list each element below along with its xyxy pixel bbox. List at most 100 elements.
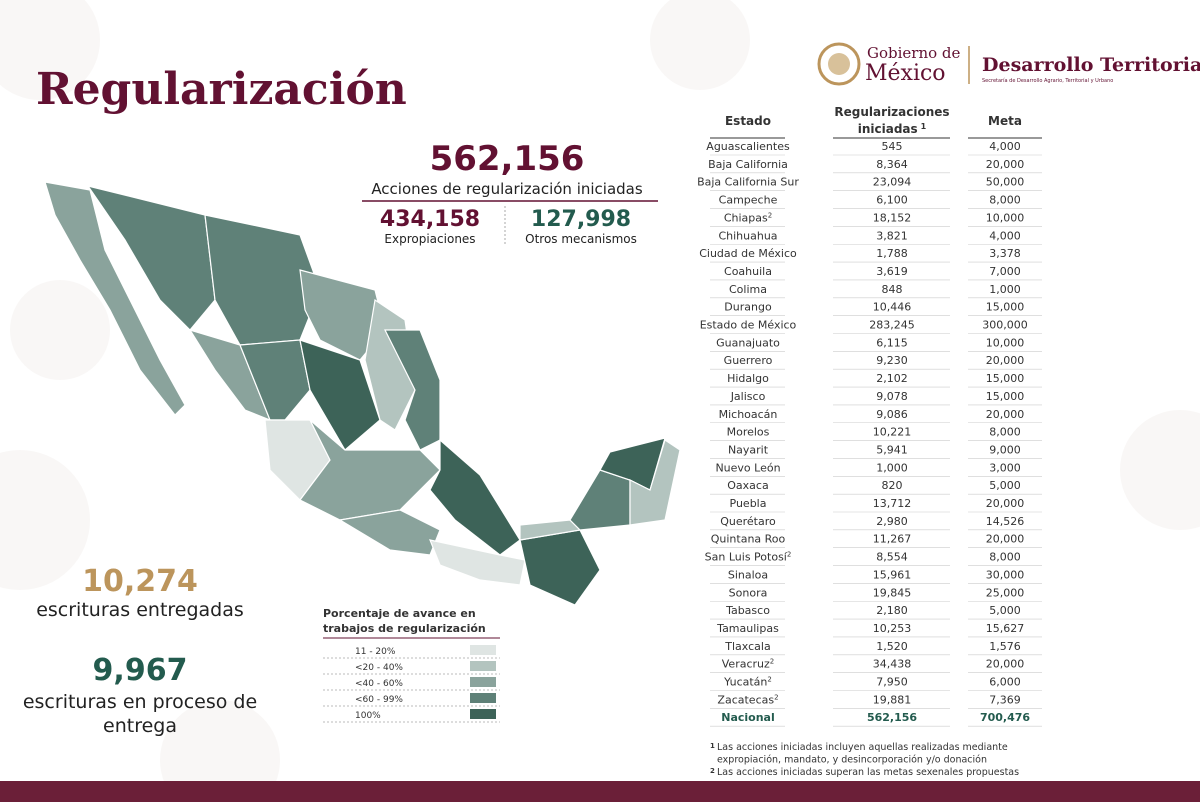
legend-title: trabajos de regularización — [323, 622, 486, 635]
footnote-mark: 1 — [710, 742, 715, 750]
cell-meta: 5,000 — [989, 479, 1021, 492]
cell-estado-text: Morelos — [727, 426, 770, 439]
otros-label: Otros mecanismos — [525, 232, 637, 246]
cell-estado-text: Querétaro — [720, 515, 776, 528]
cell-estado: Nuevo León — [715, 461, 780, 474]
cell-estado: Chihuahua — [718, 229, 777, 242]
footnote-mark: 2 — [710, 767, 715, 775]
column-header-text: iniciadas — [858, 122, 918, 136]
cell-iniciadas: 13,712 — [873, 497, 912, 510]
cell-meta: 8,000 — [989, 551, 1021, 564]
cell-iniciadas: 19,881 — [873, 693, 912, 706]
cell-iniciadas: 10,253 — [873, 622, 912, 635]
cell-iniciadas: 1,520 — [876, 640, 908, 653]
cell-meta: 14,526 — [986, 515, 1025, 528]
cell-estado: Ciudad de México — [699, 247, 797, 260]
cell-estado-text: Chihuahua — [718, 229, 777, 242]
footnote-ref: 2 — [787, 551, 791, 559]
cell-estado-text: Sinaloa — [728, 568, 768, 581]
expropiaciones-number: 434,158 — [380, 207, 480, 232]
cell-iniciadas: 2,102 — [876, 372, 908, 385]
cell-estado-text: Guerrero — [724, 354, 773, 367]
cell-estado: Hidalgo — [727, 372, 769, 385]
footnote: Las acciones iniciadas superan las metas… — [717, 767, 1019, 778]
otros-number: 127,998 — [531, 207, 631, 232]
cell-meta: 20,000 — [986, 408, 1025, 421]
logo: Gobierno de México Desarrollo Territoria… — [817, 42, 1200, 86]
legend-label: <60 - 99% — [355, 695, 403, 705]
cell-iniciadas: 9,086 — [876, 408, 908, 421]
table: Estado Regularizaciones iniciadas 1 Meta … — [697, 105, 1042, 727]
cell-iniciadas: 10,446 — [873, 301, 912, 314]
cell-iniciadas: 6,100 — [876, 194, 908, 207]
cell-iniciadas: 1,788 — [876, 247, 908, 260]
footer-bar — [0, 781, 1200, 802]
cell-iniciadas: 820 — [882, 479, 903, 492]
cell-estado: Oaxaca — [727, 479, 768, 492]
cell-estado-text: Coahuila — [724, 265, 772, 278]
proceso-label: entrega — [103, 715, 177, 737]
cell-estado-text: Quintana Roo — [711, 533, 786, 546]
cell-estado-text: Baja California Sur — [697, 176, 799, 189]
cell-meta: 20,000 — [986, 658, 1025, 671]
logo-line1: Gobierno de — [867, 44, 961, 62]
cell-estado-text: Tabasco — [725, 604, 770, 617]
cell-estado-text: Guanajuato — [716, 336, 780, 349]
expropiaciones-label: Expropiaciones — [384, 232, 475, 246]
cell-estado: Tabasco — [725, 604, 770, 617]
cell-estado-text: Nayarit — [728, 443, 769, 456]
cell-iniciadas: 3,821 — [876, 229, 908, 242]
map-region — [299, 339, 381, 451]
map-region — [629, 439, 681, 526]
cell-estado-text: Estado de México — [700, 319, 797, 332]
cell-estado-text: Oaxaca — [727, 479, 768, 492]
cell-estado: Michoacán — [719, 408, 778, 421]
column-header: Meta — [988, 114, 1022, 128]
cell-meta: 300,000 — [982, 319, 1028, 332]
cell-estado: Colima — [729, 283, 767, 296]
cell-estado: Coahuila — [724, 265, 772, 278]
logo-agency: Desarrollo Territorial — [982, 54, 1200, 76]
column-header: Regularizaciones — [834, 105, 949, 119]
cell-meta: 5,000 — [989, 604, 1021, 617]
footnote-ref: 2 — [767, 676, 771, 684]
proceso-label: escrituras en proceso de — [23, 691, 257, 713]
cell-estado-text: Zacatecas — [717, 693, 774, 706]
cell-meta: 6,000 — [989, 676, 1021, 689]
cell-iniciadas: 23,094 — [873, 176, 912, 189]
cell-estado-text: Hidalgo — [727, 372, 769, 385]
entregadas-number: 10,274 — [82, 564, 198, 599]
cell-iniciadas: 10,221 — [873, 426, 912, 439]
cell-estado-text: Ciudad de México — [699, 247, 797, 260]
map-region — [188, 328, 272, 422]
map-region — [429, 539, 526, 586]
cell-iniciadas: 562,156 — [867, 711, 917, 724]
cell-estado: San Luis Potosí2 — [705, 551, 792, 564]
map-region — [519, 529, 601, 606]
legend-label: <20 - 40% — [355, 663, 403, 673]
cell-iniciadas: 283,245 — [869, 319, 915, 332]
cell-meta: 3,378 — [989, 247, 1021, 260]
cell-estado-text: San Luis Potosí — [705, 551, 788, 564]
legend-label: 100% — [355, 711, 381, 721]
cell-estado-text: Baja California — [708, 158, 788, 171]
cell-iniciadas: 2,180 — [876, 604, 908, 617]
emblem — [817, 42, 861, 86]
cell-iniciadas: 8,364 — [876, 158, 908, 171]
cell-estado-text: Chiapas — [724, 211, 768, 224]
cell-meta: 8,000 — [989, 194, 1021, 207]
cell-meta: 8,000 — [989, 426, 1021, 439]
cell-estado-text: Tlaxcala — [724, 640, 770, 653]
cell-estado: Sinaloa — [728, 568, 768, 581]
map — [44, 181, 681, 606]
cell-iniciadas: 11,267 — [873, 533, 912, 546]
cell-estado-text: Nuevo León — [715, 461, 780, 474]
logo-line2: México — [865, 61, 946, 86]
cell-meta: 15,627 — [986, 622, 1025, 635]
cell-meta: 4,000 — [989, 140, 1021, 153]
footnotes: Las acciones iniciadas incluyen aquellas… — [710, 742, 1019, 778]
cell-meta: 20,000 — [986, 158, 1025, 171]
entregadas-label: escrituras entregadas — [36, 599, 244, 621]
